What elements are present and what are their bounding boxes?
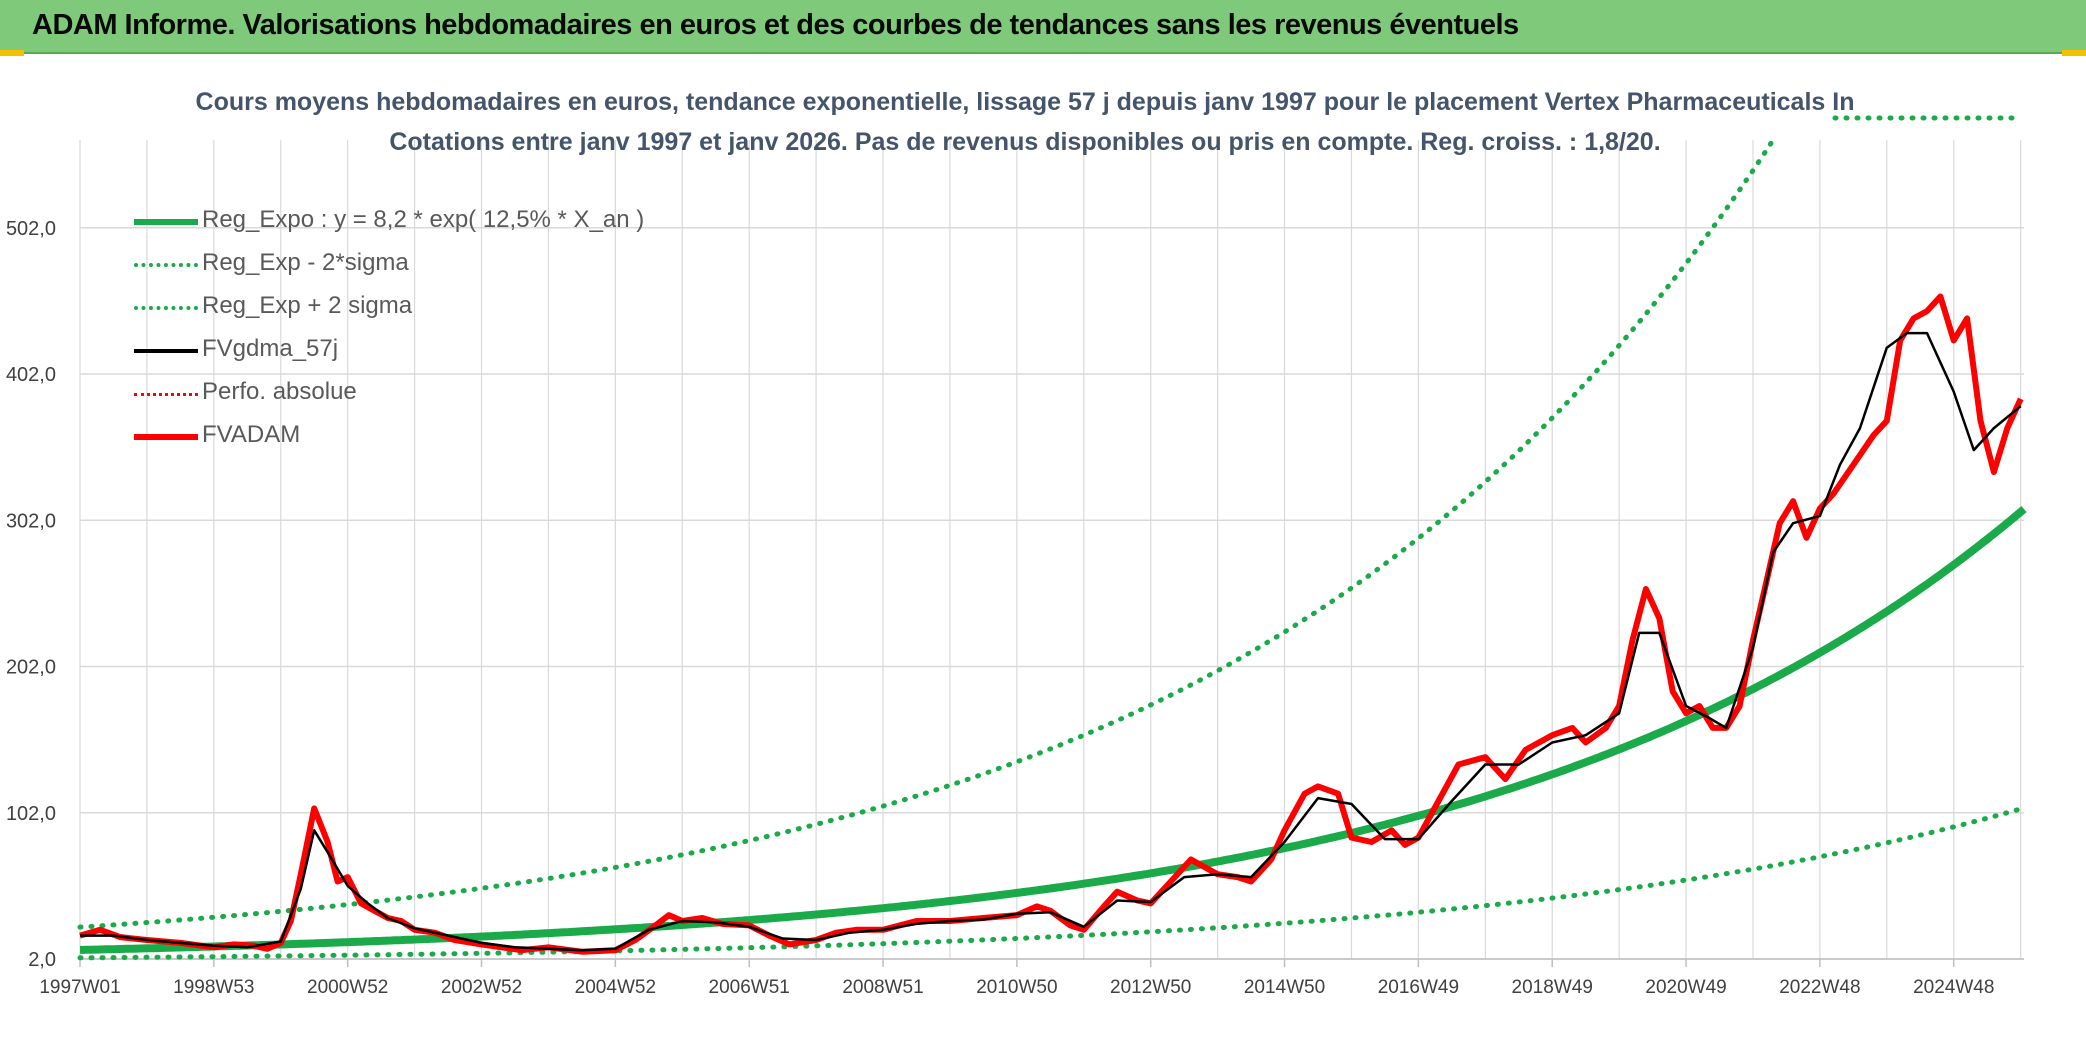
x-tick-label: 2022W48 — [1779, 977, 1860, 998]
x-tick-label: 2014W50 — [1244, 977, 1325, 998]
chart-title: Cours moyens hebdomadaires en euros, ten… — [195, 88, 1855, 116]
legend-label-reg-expo: Reg_Expo : y = 8,2 * exp( 12,5% * X_an ) — [202, 206, 645, 233]
series-reg-expo — [80, 506, 2027, 954]
legend-label-reg-exp-minus: Reg_Exp - 2*sigma — [202, 249, 409, 276]
y-tick-label: 302,0 — [6, 510, 56, 532]
y-tick-label: 402,0 — [6, 364, 56, 386]
legend-swatch-reg-expo — [134, 219, 198, 225]
report-title: ADAM Informe. Valorisations hebdomadaire… — [32, 9, 1519, 41]
x-tick-label: 1997W01 — [39, 977, 120, 998]
legend-label-reg-exp-plus: Reg_Exp + 2 sigma — [202, 292, 413, 319]
series-reg-exp-minus-2-sigma — [77, 805, 2027, 961]
x-tick-label: 2018W49 — [1512, 977, 1593, 998]
legend-swatch-fvadam — [134, 434, 198, 440]
legend-swatch-reg-exp-plus — [134, 306, 198, 310]
x-tick-label: 2006W51 — [709, 977, 790, 998]
series-fvadam — [79, 293, 2024, 955]
y-tick-label: 102,0 — [6, 803, 56, 825]
y-tick-label: 2,0 — [28, 949, 56, 971]
series-reg-exp-plus-2-sigma — [77, 137, 1776, 930]
report-header: ADAM Informe. Valorisations hebdomadaire… — [0, 0, 2086, 54]
x-tick-label: 2016W49 — [1378, 977, 1459, 998]
chart-canvas: 2,0 102,0 202,0 302,0 402,0 502,0 1997W01 1998W… — [6, 115, 2027, 998]
legend-label-fvgdma: FVgdma_57j — [202, 335, 339, 362]
legend-swatch-fvgdma — [134, 349, 198, 353]
x-tick-label: 2020W49 — [1645, 977, 1726, 998]
x-tick-label: 2012W50 — [1110, 977, 1191, 998]
y-tick-label: 502,0 — [6, 218, 56, 240]
x-tick-label: 2008W51 — [842, 977, 923, 998]
legend-swatch-reg-exp-minus — [134, 263, 198, 267]
legend-label-fvadam: FVADAM — [202, 421, 301, 448]
x-tick-label: 2002W52 — [441, 977, 522, 998]
chart-subtitle: Cotations entre janv 1997 et janv 2026. … — [389, 128, 1661, 156]
chart-area: 2,0 102,0 202,0 302,0 402,0 502,0 1997W01 1998W… — [0, 56, 2086, 1037]
corner-mark-right — [2062, 50, 2086, 56]
x-tick-label: 2024W48 — [1913, 977, 1994, 998]
series-fvgdma-57j — [80, 331, 2022, 952]
y-tick-label: 202,0 — [6, 657, 56, 679]
x-tick-label: 1998W53 — [173, 977, 254, 998]
legend-swatch-perfo — [134, 393, 198, 396]
x-tick-label: 2000W52 — [307, 977, 388, 998]
legend-label-perfo: Perfo. absolue — [202, 378, 357, 405]
x-tick-label: 2010W50 — [976, 977, 1057, 998]
corner-mark-left — [0, 50, 24, 56]
x-tick-label: 2004W52 — [575, 977, 656, 998]
